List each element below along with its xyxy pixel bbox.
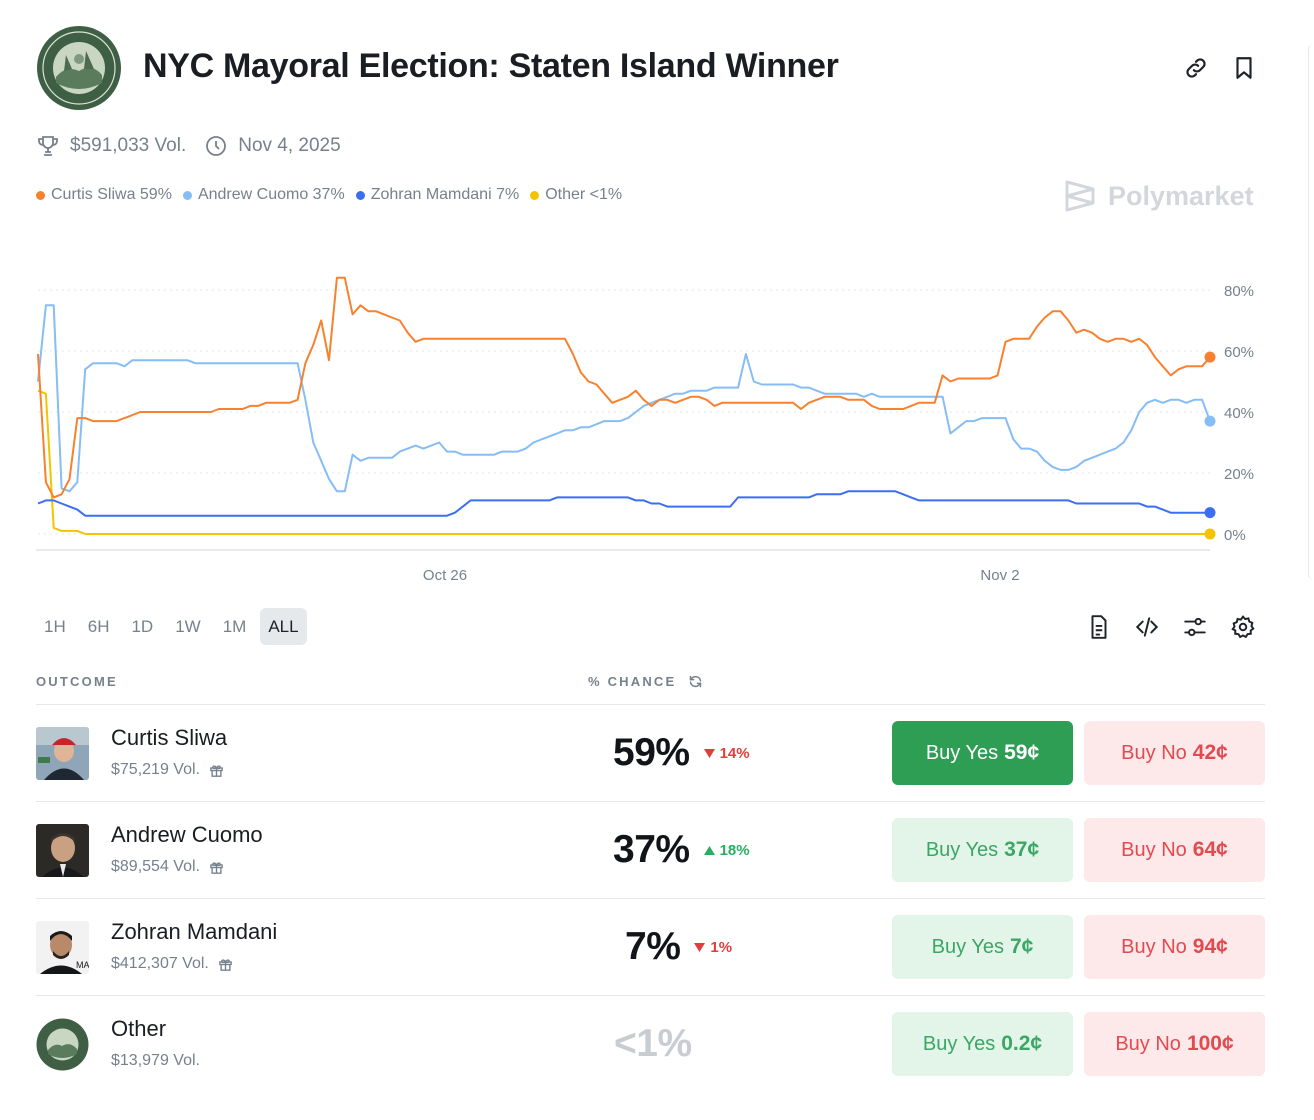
outcome-row[interactable]: Other $13,979 Vol. <1% Buy Yes 0.2¢ Buy N… — [36, 996, 1265, 1093]
sliwa-photo-icon — [36, 727, 89, 780]
series-end-dot — [1204, 351, 1216, 363]
outcome-chance: 59% 14% — [613, 731, 750, 774]
cuomo-photo-icon — [36, 824, 89, 877]
side-panel-edge — [1308, 44, 1314, 580]
series-line — [37, 490, 1210, 517]
buy-no-button[interactable]: Buy No 94¢ — [1084, 915, 1265, 979]
range-1w-button[interactable]: 1W — [175, 616, 201, 636]
outcome-name: Other — [111, 1016, 167, 1041]
outcome-row[interactable]: Curtis Sliwa $75,219 Vol. 59% 14% Buy Ye… — [36, 705, 1265, 802]
series-line — [37, 304, 1211, 493]
end-date: Nov 4, 2025 — [238, 135, 341, 156]
polymarket-logo-icon — [1065, 180, 1095, 212]
buy-yes-button[interactable]: Buy Yes 0.2¢ — [892, 1012, 1073, 1076]
series-line — [37, 389, 1210, 535]
legend-item: Curtis Sliwa 59% — [36, 186, 172, 204]
range-1d-button[interactable]: 1D — [131, 616, 154, 636]
trophy-icon — [38, 136, 58, 156]
buy-no-button[interactable]: Buy No 64¢ — [1084, 818, 1265, 882]
bookmark-icon[interactable] — [1231, 55, 1257, 81]
gift-icon[interactable] — [209, 860, 224, 875]
chart-legend: Curtis Sliwa 59% Andrew Cuomo 37% Zohran… — [36, 186, 633, 204]
outcome-name: Zohran Mamdani — [111, 919, 278, 944]
outcome-column-header: OUTCOME — [36, 674, 118, 689]
triangle-up-icon — [703, 845, 715, 855]
triangle-down-icon — [694, 942, 706, 952]
outcome-row[interactable]: MA Zohran Mamdani $412,307 Vol. 7% 1% Bu… — [36, 899, 1265, 996]
y-tick-label: 0% — [1224, 527, 1246, 544]
series-end-dot — [1204, 507, 1216, 519]
chance-change: 1% — [694, 939, 732, 956]
legend-item: Zohran Mamdani 7% — [355, 186, 519, 204]
y-tick-label: 60% — [1224, 344, 1254, 361]
chance-column-header: % CHANCE — [588, 674, 703, 689]
buy-yes-button[interactable]: Buy Yes 7¢ — [892, 915, 1073, 979]
price-chart[interactable]: 80% 60% 40% 20% 0% Oct 26 Nov 2 — [0, 270, 1300, 600]
buy-yes-button[interactable]: Buy Yes 37¢ — [892, 818, 1073, 882]
triangle-down-icon — [703, 748, 715, 758]
clock-icon — [206, 136, 227, 156]
staten-island-seal-small-icon — [36, 1018, 89, 1071]
embed-code-icon[interactable] — [1134, 614, 1160, 640]
outcome-row[interactable]: Andrew Cuomo $89,554 Vol. 37% 18% Buy Ye… — [36, 802, 1265, 899]
x-tick-label: Oct 26 — [423, 567, 467, 584]
settings-gear-icon[interactable] — [1230, 614, 1256, 640]
outcome-chance: <1% — [614, 1022, 692, 1065]
sliders-icon[interactable] — [1182, 614, 1208, 640]
total-volume: $591,033 Vol. — [70, 135, 187, 156]
series-end-dot — [1204, 415, 1216, 427]
legend-item: Andrew Cuomo 37% — [182, 186, 345, 204]
link-icon[interactable] — [1183, 55, 1209, 81]
chance-change: 14% — [703, 745, 750, 762]
series-line — [37, 276, 1211, 499]
document-icon[interactable] — [1086, 614, 1112, 640]
y-tick-label: 40% — [1224, 405, 1254, 422]
range-6h-button[interactable]: 6H — [87, 616, 110, 636]
outcomes-table-header: OUTCOME % CHANCE — [36, 672, 1265, 705]
range-1m-button[interactable]: 1M — [222, 616, 247, 636]
polymarket-watermark: Polymarket — [1064, 178, 1254, 214]
y-tick-label: 80% — [1224, 283, 1254, 300]
x-tick-label: Nov 2 — [980, 567, 1019, 584]
legend-item: Other <1% — [530, 186, 622, 204]
buy-no-button[interactable]: Buy No 42¢ — [1084, 721, 1265, 785]
refresh-icon[interactable] — [688, 674, 703, 689]
chance-change: 18% — [703, 842, 750, 859]
series-end-dot — [1204, 528, 1216, 540]
outcome-chance: 7% 1% — [625, 925, 733, 968]
chart-tools — [1086, 614, 1256, 640]
outcome-volume: $75,219 Vol. — [111, 761, 224, 779]
outcome-volume: $412,307 Vol. — [111, 955, 233, 973]
page-title: NYC Mayoral Election: Staten Island Winn… — [143, 47, 839, 85]
gift-icon[interactable] — [209, 763, 224, 778]
outcome-volume: $89,554 Vol. — [111, 858, 224, 876]
range-all-button[interactable]: ALL — [260, 608, 307, 645]
buy-no-button[interactable]: Buy No 100¢ — [1084, 1012, 1265, 1076]
staten-island-seal-icon — [37, 26, 121, 110]
outcome-chance: 37% 18% — [613, 828, 750, 871]
outcome-name: Andrew Cuomo — [111, 822, 263, 847]
mamdani-photo-icon: MA — [36, 921, 89, 974]
market-header: NYC Mayoral Election: Staten Island Winn… — [36, 25, 1266, 113]
buy-yes-button[interactable]: Buy Yes 59¢ — [892, 721, 1073, 785]
svg-text:MA: MA — [76, 960, 89, 970]
time-range-selector: 1H 6H 1D 1W 1M ALL — [36, 608, 307, 645]
gift-icon[interactable] — [218, 957, 233, 972]
outcome-volume: $13,979 Vol. — [111, 1052, 200, 1069]
outcome-name: Curtis Sliwa — [111, 725, 228, 750]
market-meta: $591,033 Vol. Nov 4, 2025 — [36, 131, 341, 161]
range-1h-button[interactable]: 1H — [44, 616, 66, 636]
y-tick-label: 20% — [1224, 466, 1254, 483]
